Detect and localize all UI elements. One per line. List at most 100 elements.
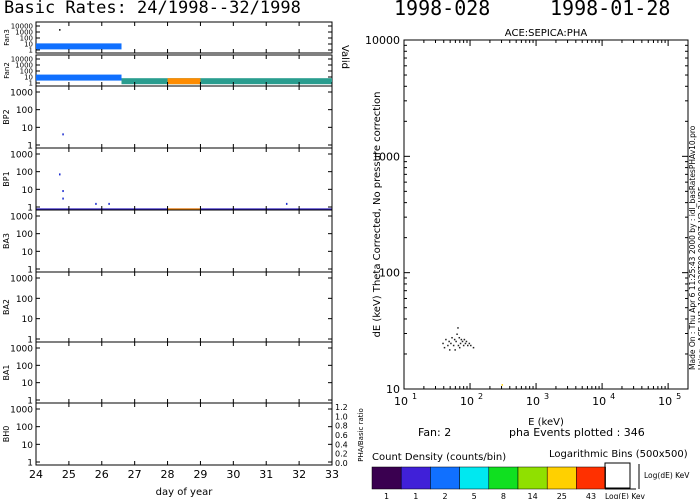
y-tick-label: 1 <box>29 80 33 88</box>
y-tick-label: 1 <box>27 142 33 152</box>
legend-swatch <box>488 466 519 490</box>
pha-x-tick-exp: 4 <box>610 392 615 401</box>
made-on-note: Made On : Thu Apr 6 11:25:43 2000 by : i… <box>688 125 697 370</box>
pha-event-point <box>453 338 456 341</box>
y-tick-label: 10 <box>24 41 33 49</box>
header-left-title: Basic Rates: 24/1998--32/1998 <box>4 0 301 18</box>
pha-event-point <box>462 344 465 347</box>
pha-x-tick-base: 10 <box>394 395 408 408</box>
fan-text: Fan: 2 <box>418 426 451 439</box>
legend-swatch-label: 1 <box>413 492 418 499</box>
pha-x-tick-base: 10 <box>658 395 672 408</box>
panel-label-bp1: BP1 <box>2 171 11 186</box>
y-tick-label: 1000 <box>10 89 33 99</box>
y-tick-label: 100 <box>16 230 33 240</box>
legend-swatch-label: 1 <box>384 492 389 499</box>
legend-swatch <box>459 466 490 490</box>
pha-event-point <box>472 346 475 349</box>
y-tick-label: 1000 <box>10 151 33 161</box>
legend-swatch <box>576 466 606 490</box>
rate-point-bp1 <box>59 173 61 176</box>
pha-event-point <box>456 333 458 335</box>
header-date: 1998-01-28 <box>550 0 671 20</box>
x-axis-label: day of year <box>156 487 214 498</box>
y-tick-label: 10 <box>22 186 34 196</box>
rate-point-bp1 <box>285 202 288 205</box>
pha-event-point <box>458 346 461 349</box>
pha-event-point <box>445 338 447 341</box>
y-tick-label: 1 <box>29 47 33 55</box>
x-tick-label: 24 <box>29 468 43 481</box>
pha-y-axis-label: dE (keV) Theta Corrected, No pressure co… <box>372 92 383 338</box>
pha-y-tick-label: 100 <box>379 267 400 280</box>
pha-event-point <box>452 344 455 347</box>
y-tick-label: 100 <box>16 106 33 116</box>
rate-point-bp1 <box>62 190 64 193</box>
pha-event-point <box>457 327 459 329</box>
pha-event-point <box>442 342 444 345</box>
panel-label-ba3: BA3 <box>2 233 11 249</box>
y-tick-label: 100 <box>20 35 33 43</box>
y-tick-label: 1 <box>27 459 33 469</box>
pha-event-point <box>451 336 453 339</box>
pha-plot-frame <box>403 39 689 390</box>
y-tick-label: 100 <box>16 423 33 433</box>
y-tick-label: 1000 <box>10 275 33 285</box>
ratio-tick-label: 1.2 <box>335 403 348 412</box>
pha-x-axis-label: E (keV) <box>528 417 564 428</box>
events-text: pha Events plotted : 346 <box>509 426 645 439</box>
pha-event-point <box>458 336 461 339</box>
pha-x-tick-base: 10 <box>526 395 540 408</box>
panel-label-fan3: Fan3 <box>3 29 11 46</box>
rate-band-fan2 <box>167 78 201 85</box>
ratio-tick-label: 0.8 <box>335 422 348 431</box>
pha-x-tick-exp: 1 <box>412 392 417 401</box>
panel-label-ba2: BA2 <box>2 299 11 315</box>
pha-event-point <box>447 344 449 347</box>
pha-title: ACE:SEPICA:PHA <box>505 28 588 39</box>
panel-label-ba1: BA1 <box>2 364 11 380</box>
panel-label-bp2: BP2 <box>2 109 11 124</box>
legend-swatch-label: 5 <box>472 492 477 499</box>
legend-swatch-label: 25 <box>557 492 567 499</box>
pha-x-tick-base: 10 <box>460 395 474 408</box>
y-tick-label: 1000 <box>10 345 33 355</box>
pha-event-point <box>464 342 467 345</box>
rate-point-bp2 <box>62 133 64 136</box>
ratio-tick-label: 0.6 <box>335 431 348 440</box>
y-tick-label: 1000 <box>15 29 33 37</box>
y-tick-label: 10000 <box>11 23 33 31</box>
panel-label-bh0: BH0 <box>2 426 11 443</box>
y-tick-label: 100 <box>16 295 33 305</box>
pha-event-point <box>470 344 472 347</box>
y-tick-label: 10 <box>22 379 34 389</box>
pha-x-tick-exp: 3 <box>544 392 549 401</box>
pha-event-point <box>455 340 457 343</box>
header-doy-code: 1998-028 <box>394 0 491 20</box>
x-tick-label: 30 <box>226 468 240 481</box>
y-tick-label: 1 <box>27 397 33 407</box>
y-tick-label: 100 <box>20 68 33 76</box>
pha-event-point <box>467 344 469 347</box>
x-tick-label: 29 <box>193 468 207 481</box>
legend-swatch <box>546 466 577 490</box>
y-tick-label: 1000 <box>15 62 33 70</box>
pha-y-tick-label: 10 <box>386 383 400 396</box>
ratio-tick-label: 1.0 <box>335 412 348 421</box>
y-tick-label: 1 <box>27 204 33 214</box>
x-tick-label: 26 <box>95 468 109 481</box>
legend-swatch <box>517 466 548 490</box>
x-tick-label: 25 <box>62 468 76 481</box>
pha-event-point <box>501 384 504 386</box>
rate-point-bp1 <box>108 202 110 205</box>
pha-y-tick-label: 1000 <box>372 150 400 163</box>
pha-event-point <box>450 342 452 345</box>
panel-frame-bh0 <box>35 402 333 466</box>
y-tick-label: 1000 <box>10 406 33 416</box>
pha-event-point <box>457 344 460 347</box>
y-tick-label: 1 <box>27 266 33 276</box>
y-tick-label: 100 <box>16 362 33 372</box>
y-tick-label: 1 <box>27 336 33 346</box>
